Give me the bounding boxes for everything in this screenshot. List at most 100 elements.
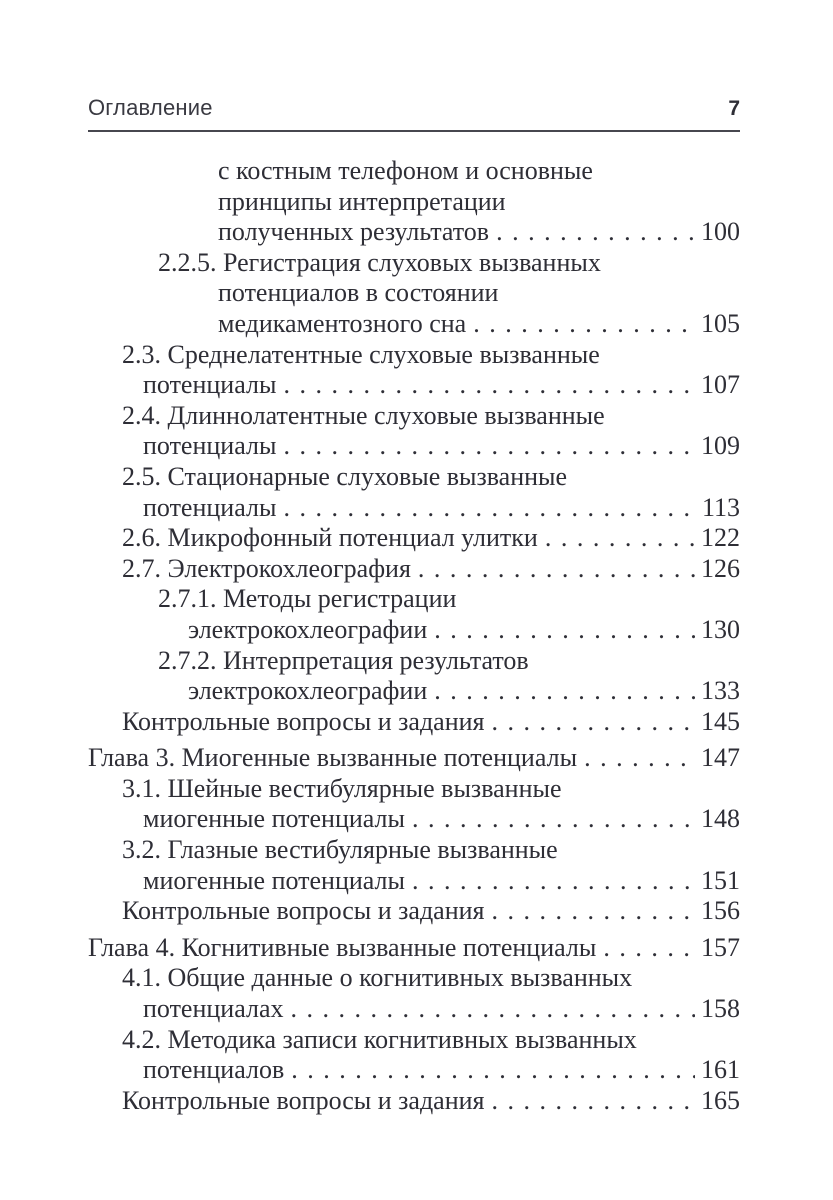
toc-page-number: 133 bbox=[701, 676, 740, 706]
toc-page-number: 130 bbox=[701, 614, 740, 644]
toc-entry-text: миогенные потенциалы bbox=[143, 865, 405, 895]
dot-leader: . . . . . . . . . . . . . . . . . . . . … bbox=[434, 614, 695, 644]
toc-page-number: 109 bbox=[701, 431, 740, 461]
toc-entry-text: 2.3. Среднелатентные слуховые вызванные bbox=[122, 339, 600, 369]
dot-leader: . . . . . . . . . . . . . . . . . . . . … bbox=[412, 804, 695, 834]
toc-line: потенциалы. . . . . . . . . . . . . . . … bbox=[88, 493, 740, 524]
toc-entry-text: потенциалах bbox=[143, 994, 284, 1024]
toc-entry-text: Контрольные вопросы и задания bbox=[122, 706, 485, 736]
toc-line: потенциалов в состоянии bbox=[88, 278, 740, 309]
toc-line: 4.1. Общие данные о когнитивных вызванны… bbox=[88, 963, 740, 994]
toc-line: 2.6. Микрофонный потенциал улитки. . . .… bbox=[88, 523, 740, 554]
toc-entry-text: медикаментозного сна bbox=[218, 308, 467, 338]
page-title: Оглавление bbox=[88, 95, 213, 120]
toc-page-number: 107 bbox=[701, 370, 740, 400]
toc-entry-text: 2.4. Длиннолатентные слуховые вызванные bbox=[122, 400, 605, 430]
dot-leader: . . . . . . . . . . . . . . . . . . . . … bbox=[603, 932, 695, 962]
toc-page-number: 105 bbox=[701, 308, 740, 338]
toc-line: 3.1. Шейные вестибулярные вызванные bbox=[88, 774, 740, 805]
dot-leader: . . . . . . . . . . . . . . . . . . . . … bbox=[291, 1055, 695, 1085]
table-of-contents: с костным телефоном и основные принципы и… bbox=[88, 156, 740, 1116]
toc-line: 2.7. Электрокохлеография. . . . . . . . … bbox=[88, 554, 740, 585]
toc-line: 3.2. Глазные вестибулярные вызванные bbox=[88, 835, 740, 866]
toc-line: потенциалов. . . . . . . . . . . . . . .… bbox=[88, 1055, 740, 1086]
dot-leader: . . . . . . . . . . . . . . . . . . . . … bbox=[496, 217, 695, 247]
toc-line: 2.4. Длиннолатентные слуховые вызванные bbox=[88, 401, 740, 432]
toc-entry-text: 4.1. Общие данные о когнитивных вызванны… bbox=[122, 963, 633, 993]
toc-line: электрокохлеографии. . . . . . . . . . .… bbox=[88, 615, 740, 646]
dot-leader: . . . . . . . . . . . . . . . . . . . . … bbox=[283, 492, 696, 522]
toc-entry-text: электрокохлеографии bbox=[188, 676, 428, 706]
toc-line: миогенные потенциалы. . . . . . . . . . … bbox=[88, 866, 740, 897]
dot-leader: . . . . . . . . . . . . . . . . . . . . … bbox=[473, 308, 695, 338]
toc-page-number: 122 bbox=[701, 523, 740, 553]
dot-leader: . . . . . . . . . . . . . . . . . . . . … bbox=[544, 523, 695, 553]
running-head: Оглавление 7 bbox=[88, 95, 740, 132]
toc-page-number: 126 bbox=[701, 553, 740, 583]
toc-entry-text: 2.7. Электрокохлеография bbox=[122, 553, 411, 583]
toc-entry-text: 2.6. Микрофонный потенциал улитки bbox=[122, 523, 538, 553]
toc-line: Контрольные вопросы и задания. . . . . .… bbox=[88, 707, 740, 738]
toc-page-number: 156 bbox=[701, 896, 740, 926]
toc-page-number: 148 bbox=[701, 804, 740, 834]
toc-line: 2.3. Среднелатентные слуховые вызванные bbox=[88, 340, 740, 371]
toc-line: Контрольные вопросы и задания. . . . . .… bbox=[88, 896, 740, 927]
toc-entry-text: 2.5. Стационарные слуховые вызванные bbox=[122, 461, 568, 491]
toc-entry-text: полученных результатов bbox=[218, 217, 490, 247]
page-number: 7 bbox=[728, 97, 740, 120]
toc-line: с костным телефоном и основные bbox=[88, 156, 740, 187]
toc-entry-text: Глава 4. Когнитивные вызванные потенциал… bbox=[88, 932, 597, 962]
dot-leader: . . . . . . . . . . . . . . . . . . . . … bbox=[491, 706, 695, 736]
toc-line: 2.5. Стационарные слуховые вызванные bbox=[88, 462, 740, 493]
toc-page-number: 158 bbox=[701, 994, 740, 1024]
toc-line: электрокохлеографии. . . . . . . . . . .… bbox=[88, 676, 740, 707]
toc-entry-text: потенциалов в состоянии bbox=[218, 278, 499, 308]
toc-line: 2.7.1. Методы регистрации bbox=[88, 584, 740, 615]
toc-line: потенциалы. . . . . . . . . . . . . . . … bbox=[88, 370, 740, 401]
toc-entry-text: с костным телефоном и основные bbox=[218, 156, 593, 185]
toc-entry-text: потенциалы bbox=[143, 431, 277, 461]
toc-line: 4.2. Методика записи когнитивных вызванн… bbox=[88, 1025, 740, 1056]
toc-page-number: 165 bbox=[701, 1085, 740, 1115]
toc-entry-text: 2.7.1. Методы регистрации bbox=[158, 584, 457, 614]
toc-entry-text: потенциалы bbox=[143, 492, 277, 522]
toc-line: 2.2.5. Регистрация слуховых вызванных bbox=[88, 248, 740, 279]
toc-entry-text: 4.2. Методика записи когнитивных вызванн… bbox=[122, 1024, 637, 1054]
toc-line: миогенные потенциалы. . . . . . . . . . … bbox=[88, 804, 740, 835]
toc-entry-text: 2.7.2. Интерпретация результатов bbox=[158, 645, 529, 675]
toc-entry-text: Контрольные вопросы и задания bbox=[122, 1085, 485, 1115]
toc-entry-text: принципы интерпретации bbox=[218, 186, 506, 216]
toc-entry-text: 2.2.5. Регистрация слуховых вызванных bbox=[158, 247, 601, 277]
toc-entry-text: Контрольные вопросы и задания bbox=[122, 896, 485, 926]
toc-line: потенциалы. . . . . . . . . . . . . . . … bbox=[88, 431, 740, 462]
toc-line: Глава 4. Когнитивные вызванные потенциал… bbox=[88, 933, 740, 964]
toc-entry-text: миогенные потенциалы bbox=[143, 804, 405, 834]
dot-leader: . . . . . . . . . . . . . . . . . . . . … bbox=[283, 431, 695, 461]
dot-leader: . . . . . . . . . . . . . . . . . . . . … bbox=[584, 743, 695, 773]
dot-leader: . . . . . . . . . . . . . . . . . . . . … bbox=[290, 994, 696, 1024]
dot-leader: . . . . . . . . . . . . . . . . . . . . … bbox=[283, 370, 695, 400]
dot-leader: . . . . . . . . . . . . . . . . . . . . … bbox=[434, 676, 695, 706]
dot-leader: . . . . . . . . . . . . . . . . . . . . … bbox=[412, 865, 695, 895]
dot-leader: . . . . . . . . . . . . . . . . . . . . … bbox=[417, 553, 695, 583]
toc-line: 2.7.2. Интерпретация результатов bbox=[88, 646, 740, 677]
toc-page-number: 157 bbox=[701, 932, 740, 962]
toc-page-number: 151 bbox=[701, 865, 740, 895]
toc-line: принципы интерпретации bbox=[88, 187, 740, 218]
toc-entry-text: потенциалов bbox=[143, 1055, 285, 1085]
toc-entry-text: 3.1. Шейные вестибулярные вызванные bbox=[122, 773, 562, 803]
toc-page-number: 113 bbox=[701, 492, 740, 522]
toc-page-number: 100 bbox=[701, 217, 740, 247]
toc-entry-text: Глава 3. Миогенные вызванные потенциалы bbox=[88, 743, 578, 773]
toc-page-number: 161 bbox=[701, 1055, 740, 1085]
toc-page-number: 145 bbox=[701, 706, 740, 736]
dot-leader: . . . . . . . . . . . . . . . . . . . . … bbox=[491, 1085, 695, 1115]
toc-line: полученных результатов. . . . . . . . . … bbox=[88, 217, 740, 248]
toc-entry-text: 3.2. Глазные вестибулярные вызванные bbox=[122, 835, 558, 865]
toc-line: Контрольные вопросы и задания. . . . . .… bbox=[88, 1086, 740, 1117]
toc-line: Глава 3. Миогенные вызванные потенциалы.… bbox=[88, 743, 740, 774]
toc-line: потенциалах. . . . . . . . . . . . . . .… bbox=[88, 994, 740, 1025]
dot-leader: . . . . . . . . . . . . . . . . . . . . … bbox=[491, 896, 695, 926]
toc-line: медикаментозного сна. . . . . . . . . . … bbox=[88, 309, 740, 340]
